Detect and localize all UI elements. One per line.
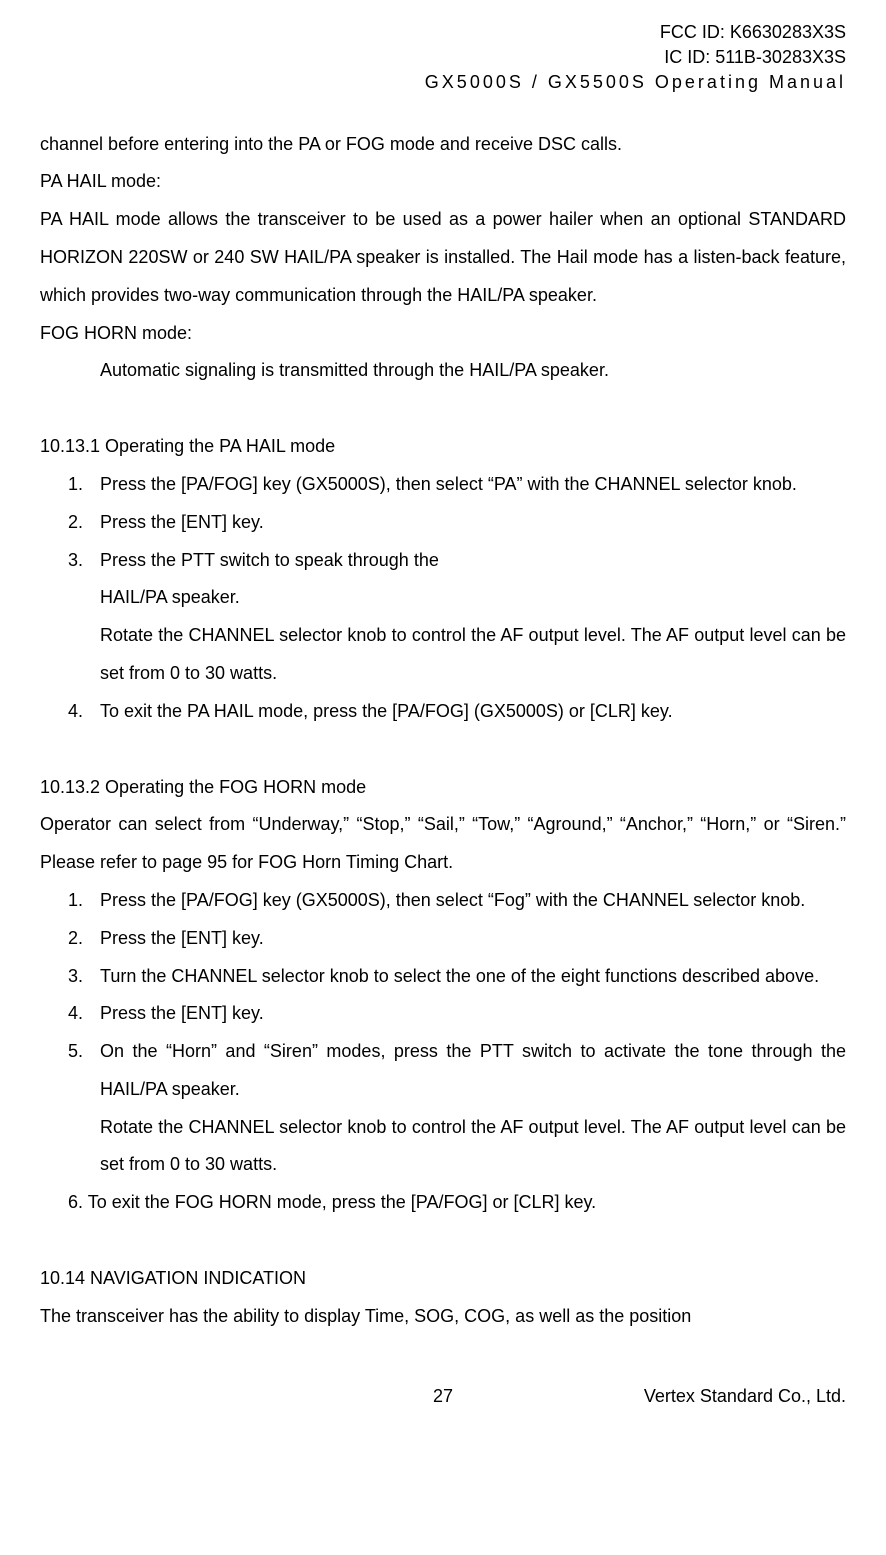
list-number: 4. [68,693,83,731]
list-text: Press the [ENT] key. [100,512,264,532]
section-10-13-2-heading: 10.13.2 Operating the FOG HORN mode [40,769,846,807]
document-header: FCC ID: K6630283X3S IC ID: 511B-30283X3S… [40,20,846,96]
list-number: 1. [68,466,83,504]
list-item: 2. Press the [ENT] key. [68,920,846,958]
list-text: To exit the PA HAIL mode, press the [PA/… [100,701,673,721]
pa-hail-mode-label: PA HAIL mode: [40,163,846,201]
page-number: 27 [433,1386,453,1407]
list-text: Press the [ENT] key. [100,1003,264,1023]
spacer [40,1222,846,1260]
list-text: Press the [PA/FOG] key (GX5000S), then s… [100,474,797,494]
list-item: 4. Press the [ENT] key. [68,995,846,1033]
list-item: 2. Press the [ENT] key. [68,504,846,542]
list-number: 3. [68,958,83,996]
document-footer: 27 Vertex Standard Co., Ltd. [40,1386,846,1407]
fog-horn-steps-list: 1. Press the [PA/FOG] key (GX5000S), the… [40,882,846,1184]
fog-horn-description: Automatic signaling is transmitted throu… [100,352,846,390]
list-number: 2. [68,920,83,958]
list-text: Press the [ENT] key. [100,928,264,948]
fog-intro-paragraph: Operator can select from “Underway,” “St… [40,806,846,882]
ic-id-line: IC ID: 511B-30283X3S [40,45,846,70]
spacer [40,390,846,428]
list-item: 3. Press the PTT switch to speak through… [68,542,846,580]
list-item: 1. Press the [PA/FOG] key (GX5000S), the… [68,882,846,920]
list-item-standalone: 6. To exit the FOG HORN mode, press the … [40,1184,846,1222]
list-text: Turn the CHANNEL selector knob to select… [100,966,819,986]
company-name: Vertex Standard Co., Ltd. [644,1386,846,1407]
list-number: 5. [68,1033,83,1071]
fog-horn-mode-label: FOG HORN mode: [40,315,846,353]
list-text: On the “Horn” and “Siren” modes, press t… [100,1041,846,1099]
list-number: 2. [68,504,83,542]
spacer [40,731,846,769]
list-continuation: HAIL/PA speaker. [68,579,846,617]
list-continuation: Rotate the CHANNEL selector knob to cont… [68,617,846,693]
list-item: 5. On the “Horn” and “Siren” modes, pres… [68,1033,846,1109]
list-number: 4. [68,995,83,1033]
pa-hail-description: PA HAIL mode allows the transceiver to b… [40,201,846,314]
intro-paragraph: channel before entering into the PA or F… [40,126,846,164]
list-text: Press the [PA/FOG] key (GX5000S), then s… [100,890,805,910]
list-text: Press the PTT switch to speak through th… [100,550,439,570]
section-10-13-1-heading: 10.13.1 Operating the PA HAIL mode [40,428,846,466]
list-number: 3. [68,542,83,580]
list-item: 1. Press the [PA/FOG] key (GX5000S), the… [68,466,846,504]
manual-title-line: GX5000S / GX5500S Operating Manual [40,70,846,95]
list-number: 1. [68,882,83,920]
pa-hail-steps-list: 1. Press the [PA/FOG] key (GX5000S), the… [40,466,846,731]
list-continuation: Rotate the CHANNEL selector knob to cont… [68,1109,846,1185]
navigation-description: The transceiver has the ability to displ… [40,1298,846,1336]
fcc-id-line: FCC ID: K6630283X3S [40,20,846,45]
list-item: 3. Turn the CHANNEL selector knob to sel… [68,958,846,996]
section-10-14-heading: 10.14 NAVIGATION INDICATION [40,1260,846,1298]
list-item: 4. To exit the PA HAIL mode, press the [… [68,693,846,731]
